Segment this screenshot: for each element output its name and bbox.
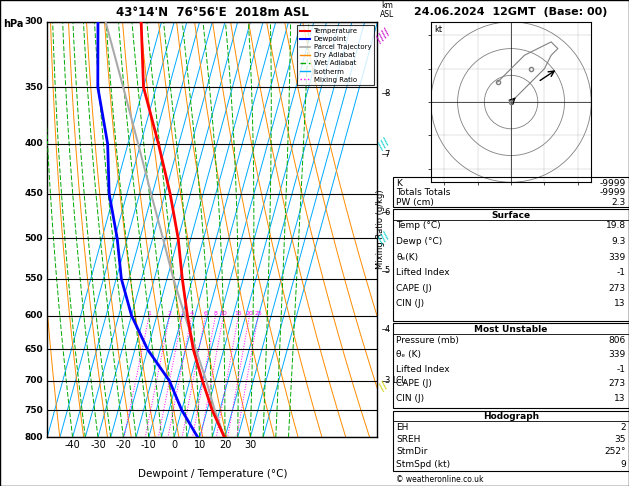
Text: 650: 650 [25, 345, 43, 354]
Text: 3: 3 [384, 376, 389, 385]
Text: 20: 20 [219, 440, 231, 450]
Text: Surface: Surface [491, 211, 531, 220]
Text: 1: 1 [147, 311, 151, 315]
Text: 13: 13 [615, 299, 626, 308]
Legend: Temperature, Dewpoint, Parcel Trajectory, Dry Adiabat, Wet Adiabat, Isotherm, Mi: Temperature, Dewpoint, Parcel Trajectory… [297, 25, 374, 86]
Text: Dewpoint / Temperature (°C): Dewpoint / Temperature (°C) [138, 469, 287, 479]
Text: 6: 6 [384, 208, 389, 217]
Text: hPa: hPa [3, 19, 23, 30]
Text: 806: 806 [609, 336, 626, 345]
Text: 700: 700 [25, 376, 43, 385]
Text: 350: 350 [25, 83, 43, 92]
Text: StmSpd (kt): StmSpd (kt) [396, 460, 450, 469]
Text: 35: 35 [615, 435, 626, 444]
Text: Mixing Ratio (g/kg): Mixing Ratio (g/kg) [376, 190, 385, 269]
Text: 273: 273 [609, 284, 626, 293]
Text: 300: 300 [25, 17, 43, 26]
Text: 10: 10 [220, 311, 228, 315]
Text: 24.06.2024  12GMT  (Base: 00): 24.06.2024 12GMT (Base: 00) [415, 7, 608, 17]
Text: 20: 20 [245, 311, 253, 315]
Text: 30: 30 [244, 440, 257, 450]
Text: -40: -40 [65, 440, 81, 450]
Text: EH: EH [396, 423, 409, 432]
Text: km
ASL: km ASL [380, 1, 394, 19]
Text: 2: 2 [168, 311, 172, 315]
Text: 0: 0 [171, 440, 177, 450]
Text: © weatheronline.co.uk: © weatheronline.co.uk [396, 474, 484, 484]
Text: ///: /// [376, 136, 391, 151]
Text: -9999: -9999 [599, 179, 626, 188]
Text: -10: -10 [141, 440, 157, 450]
Text: -9999: -9999 [599, 189, 626, 197]
Text: -1: -1 [617, 268, 626, 277]
Text: 500: 500 [25, 234, 43, 243]
Text: kt: kt [434, 25, 442, 34]
Text: CIN (J): CIN (J) [396, 394, 425, 403]
Text: -30: -30 [90, 440, 106, 450]
Text: 400: 400 [25, 139, 43, 148]
Text: 339: 339 [609, 350, 626, 359]
Text: -20: -20 [116, 440, 131, 450]
Text: 273: 273 [609, 380, 626, 388]
Text: 600: 600 [25, 311, 43, 320]
Text: 6: 6 [204, 311, 208, 315]
Text: 15: 15 [235, 311, 242, 315]
Text: Temp (°C): Temp (°C) [396, 222, 441, 230]
Text: θₑ(K): θₑ(K) [396, 253, 418, 261]
Text: 10: 10 [194, 440, 206, 450]
Text: 750: 750 [25, 405, 43, 415]
Text: 450: 450 [25, 189, 43, 198]
Text: ///: /// [376, 231, 391, 246]
Title: 43°14'N  76°56'E  2018m ASL: 43°14'N 76°56'E 2018m ASL [116, 6, 309, 19]
Text: Lifted Index: Lifted Index [396, 365, 450, 374]
Text: CIN (J): CIN (J) [396, 299, 425, 308]
Text: 252°: 252° [604, 448, 626, 456]
Text: 2.3: 2.3 [611, 198, 626, 207]
Text: 550: 550 [25, 274, 43, 283]
Text: CAPE (J): CAPE (J) [396, 380, 432, 388]
Text: 7: 7 [384, 150, 389, 159]
Text: 4: 4 [190, 311, 194, 315]
Text: 4: 4 [384, 325, 389, 334]
Text: 2: 2 [620, 423, 626, 432]
Text: PW (cm): PW (cm) [396, 198, 434, 207]
Text: //: // [377, 381, 390, 393]
Text: Lifted Index: Lifted Index [396, 268, 450, 277]
Text: 8: 8 [384, 88, 389, 98]
Text: 339: 339 [609, 253, 626, 261]
Text: Totals Totals: Totals Totals [396, 189, 450, 197]
Text: 5: 5 [384, 266, 389, 276]
Text: 8: 8 [214, 311, 218, 315]
Text: StmDir: StmDir [396, 448, 428, 456]
Text: Most Unstable: Most Unstable [474, 325, 548, 334]
Text: 19.8: 19.8 [606, 222, 626, 230]
Text: SREH: SREH [396, 435, 421, 444]
Text: 13: 13 [615, 394, 626, 403]
Text: CAPE (J): CAPE (J) [396, 284, 432, 293]
Text: θₑ (K): θₑ (K) [396, 350, 421, 359]
Text: 3: 3 [181, 311, 184, 315]
Text: Pressure (mb): Pressure (mb) [396, 336, 459, 345]
Text: 9: 9 [620, 460, 626, 469]
Text: 800: 800 [25, 433, 43, 442]
Text: Dewp (°C): Dewp (°C) [396, 237, 443, 246]
Text: Hodograph: Hodograph [483, 413, 539, 421]
Text: LCL: LCL [392, 376, 406, 385]
Text: K: K [396, 179, 402, 188]
Text: ////: //// [375, 27, 392, 45]
Text: 25: 25 [254, 311, 262, 315]
Text: 9.3: 9.3 [611, 237, 626, 246]
Text: -1: -1 [617, 365, 626, 374]
